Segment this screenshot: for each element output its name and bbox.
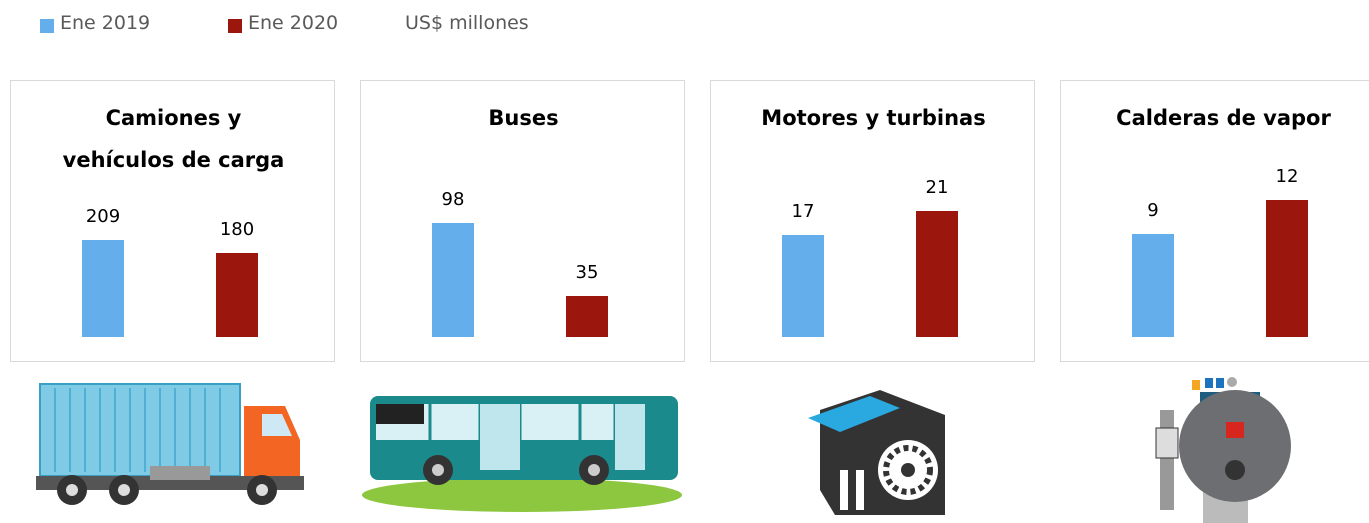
legend-label: Ene 2019 bbox=[60, 12, 150, 34]
legend-swatch bbox=[40, 19, 54, 33]
bar bbox=[432, 223, 474, 337]
engine-icon bbox=[808, 390, 945, 515]
unit-label: US$ millones bbox=[405, 12, 529, 34]
chart-panel: Calderas de vapor 9 12 bbox=[1060, 80, 1369, 362]
chart-title: Buses bbox=[401, 97, 646, 139]
value-label: 209 bbox=[63, 206, 143, 227]
truck-icon bbox=[36, 384, 304, 505]
chart-title: Calderas de vapor bbox=[1101, 97, 1346, 139]
chart-panel: Motores y turbinas 17 21 bbox=[710, 80, 1035, 362]
value-label: 9 bbox=[1113, 200, 1193, 221]
bar bbox=[1132, 234, 1174, 337]
chart-title: Camiones y vehículos de carga bbox=[51, 97, 296, 181]
bar bbox=[82, 240, 124, 337]
legend-swatch bbox=[228, 19, 242, 33]
chart-panel: Camiones y vehículos de carga 209 180 bbox=[10, 80, 335, 362]
value-label: 21 bbox=[897, 177, 977, 198]
value-label: 12 bbox=[1247, 166, 1327, 187]
bus-icon bbox=[362, 396, 682, 512]
chart-panel: Buses 98 35 bbox=[360, 80, 685, 362]
value-label: 17 bbox=[763, 201, 843, 222]
boiler-icon bbox=[1156, 377, 1291, 523]
bar bbox=[216, 253, 258, 337]
bar bbox=[782, 235, 824, 337]
bar bbox=[1266, 200, 1308, 337]
value-label: 180 bbox=[197, 219, 277, 240]
bar bbox=[566, 296, 608, 337]
value-label: 35 bbox=[547, 262, 627, 283]
value-label: 98 bbox=[413, 189, 493, 210]
chart-title: Motores y turbinas bbox=[751, 97, 996, 139]
illustrations bbox=[0, 370, 1369, 523]
page: Ene 2019 Ene 2020 US$ millones Camiones y v… bbox=[0, 0, 1369, 523]
legend-label: Ene 2020 bbox=[248, 12, 338, 34]
bar bbox=[916, 211, 958, 337]
